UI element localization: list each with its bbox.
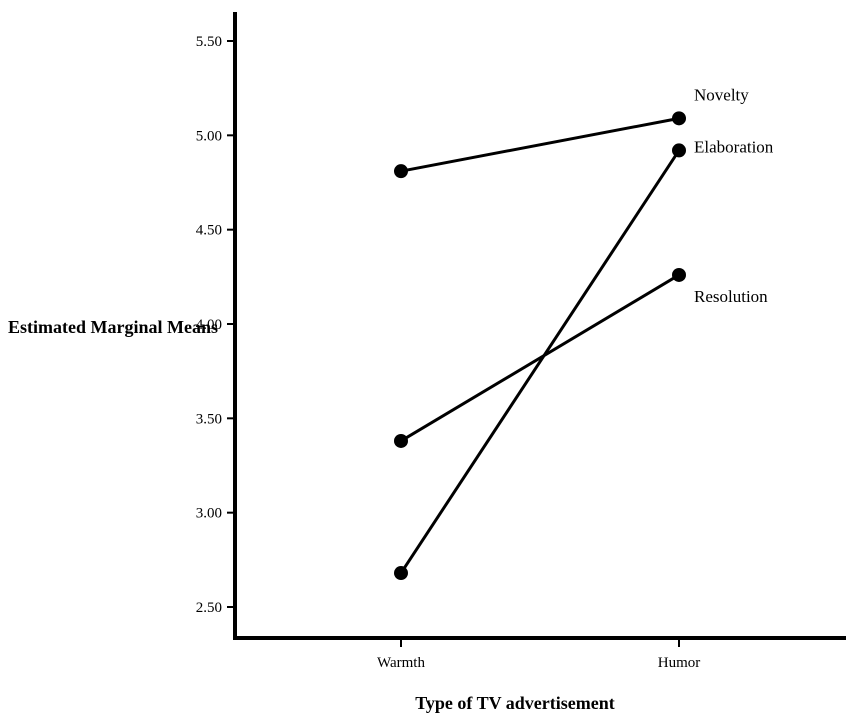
x-axis-title: Type of TV advertisement: [415, 693, 615, 713]
series-line-elaboration: [399, 149, 681, 574]
series-line-novelty: [400, 116, 680, 173]
series-label-resolution: Resolution: [694, 287, 768, 306]
x-tick-label: Humor: [658, 655, 701, 671]
series-line-resolution: [400, 273, 680, 443]
y-tick-label: 5.50: [196, 34, 222, 50]
data-point: [672, 111, 686, 126]
y-tick-label: 5.00: [196, 128, 222, 144]
y-tick-label: 3.00: [196, 506, 222, 522]
data-point: [394, 164, 408, 179]
y-tick-label: 3.50: [196, 411, 222, 427]
series-label-novelty: Novelty: [694, 85, 749, 104]
series-label-elaboration: Elaboration: [694, 137, 774, 156]
y-tick-label: 4.50: [196, 223, 222, 239]
y-tick-label: 4.00: [196, 317, 222, 333]
series-group: Novelty Elaboration Resolution: [394, 85, 774, 581]
data-point: [394, 433, 408, 448]
x-tick-label: Warmth: [377, 655, 425, 671]
data-point: [672, 267, 686, 282]
plot-area: 2.50 3.00 3.50 4.00 4.50 5.00 5.50 Warmth Humor…: [196, 12, 846, 671]
data-point: [672, 143, 686, 158]
y-ticks: 2.50 3.00 3.50 4.00 4.50 5.00 5.50: [196, 34, 235, 616]
y-axis-title: Estimated Marginal Means: [8, 317, 218, 337]
y-tick-label: 2.50: [196, 600, 222, 616]
data-point: [394, 566, 408, 581]
x-ticks: Warmth Humor: [377, 638, 700, 671]
